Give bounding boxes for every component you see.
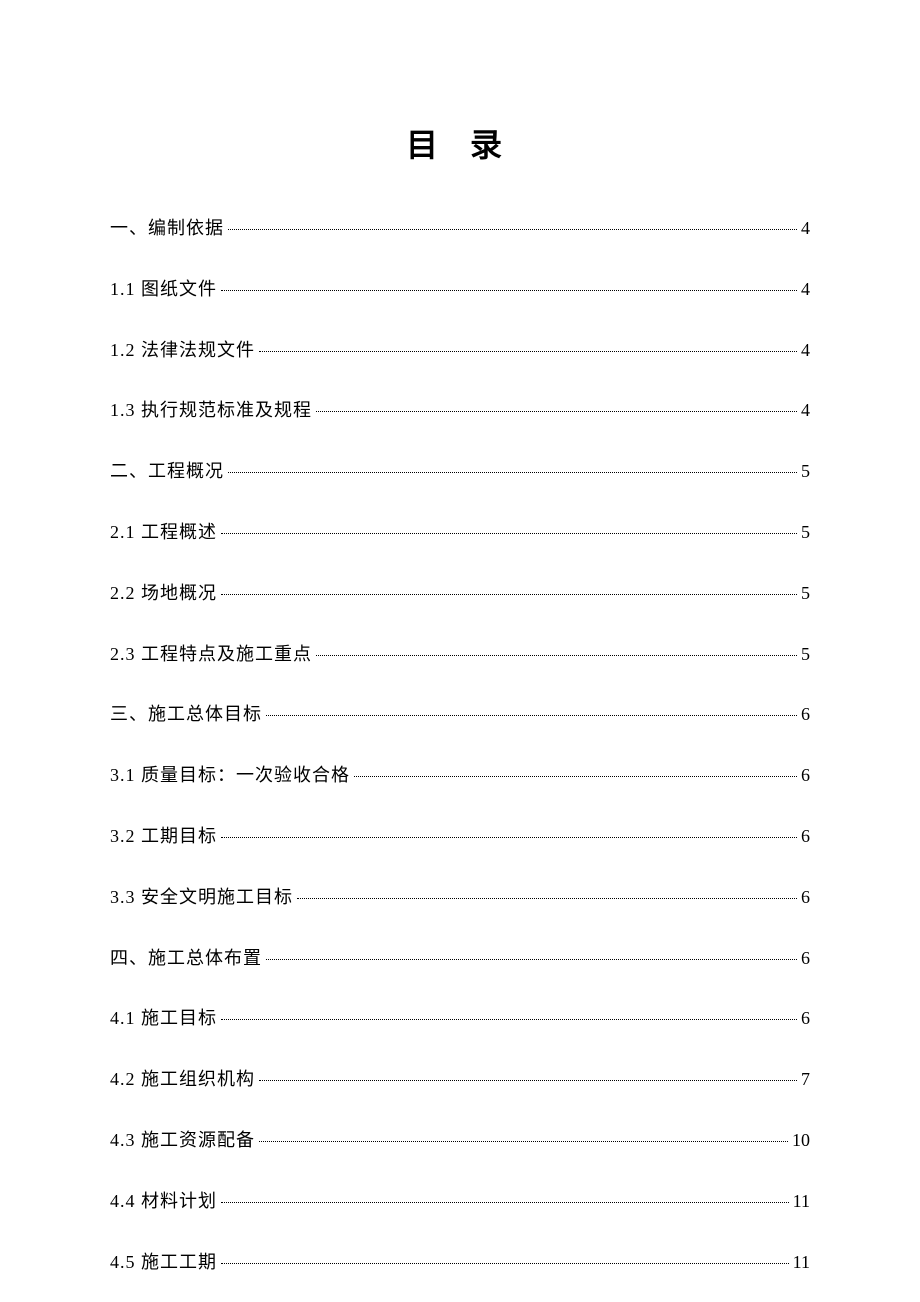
toc-item: 3.2 工期目标 6	[110, 822, 810, 851]
toc-item-page: 4	[801, 336, 810, 365]
toc-leader	[266, 715, 797, 716]
toc-list: 一、编制依据41.1 图纸文件41.2 法律法规文件41.3 执行规范标准及规程…	[110, 214, 810, 1276]
toc-leader	[259, 1080, 797, 1081]
toc-leader	[221, 1019, 797, 1020]
toc-item: 四、施工总体布置 6	[110, 944, 810, 973]
toc-item-label: 二、工程概况	[110, 457, 224, 486]
toc-item-label: 4.1 施工目标	[110, 1004, 217, 1033]
toc-item: 3.1 质量目标：一次验收合格 6	[110, 761, 810, 790]
toc-leader	[266, 959, 797, 960]
toc-leader	[221, 1263, 789, 1264]
toc-item-page: 11	[793, 1187, 810, 1216]
toc-item-page: 6	[801, 1004, 810, 1033]
toc-item-label: 2.3 工程特点及施工重点	[110, 640, 312, 669]
toc-item-page: 6	[801, 761, 810, 790]
toc-item: 2.2 场地概况 5	[110, 579, 810, 608]
toc-leader	[259, 1141, 788, 1142]
toc-item: 4.2 施工组织机构 7	[110, 1065, 810, 1094]
toc-item-label: 1.2 法律法规文件	[110, 336, 255, 365]
toc-item-label: 1.1 图纸文件	[110, 275, 217, 304]
toc-item-page: 5	[801, 457, 810, 486]
toc-item: 1.1 图纸文件 4	[110, 275, 810, 304]
toc-item: 一、编制依据 4	[110, 214, 810, 243]
toc-item: 4.1 施工目标 6	[110, 1004, 810, 1033]
toc-item-page: 5	[801, 579, 810, 608]
toc-item: 4.3 施工资源配备 10	[110, 1126, 810, 1155]
toc-leader	[316, 411, 797, 412]
toc-item: 4.5 施工工期 11	[110, 1248, 810, 1277]
toc-title: 目 录	[110, 120, 810, 166]
toc-item-page: 5	[801, 518, 810, 547]
toc-leader	[354, 776, 797, 777]
toc-item: 2.1 工程概述 5	[110, 518, 810, 547]
toc-item-page: 6	[801, 944, 810, 973]
toc-leader	[221, 290, 797, 291]
toc-item-label: 3.1 质量目标：一次验收合格	[110, 761, 350, 790]
toc-item-label: 3.2 工期目标	[110, 822, 217, 851]
toc-item-page: 6	[801, 883, 810, 912]
toc-item: 三、施工总体目标 6	[110, 700, 810, 729]
toc-item: 二、工程概况 5	[110, 457, 810, 486]
toc-leader	[228, 229, 797, 230]
toc-item-label: 4.4 材料计划	[110, 1187, 217, 1216]
toc-item-page: 5	[801, 640, 810, 669]
toc-item-page: 6	[801, 822, 810, 851]
toc-leader	[316, 655, 797, 656]
toc-item-label: 4.2 施工组织机构	[110, 1065, 255, 1094]
toc-item: 2.3 工程特点及施工重点 5	[110, 640, 810, 669]
toc-leader	[259, 351, 797, 352]
toc-item-label: 4.3 施工资源配备	[110, 1126, 255, 1155]
toc-item-label: 2.1 工程概述	[110, 518, 217, 547]
toc-leader	[221, 837, 797, 838]
toc-leader	[221, 1202, 789, 1203]
toc-leader	[228, 472, 797, 473]
toc-item-page: 4	[801, 275, 810, 304]
toc-leader	[297, 898, 797, 899]
toc-item: 3.3 安全文明施工目标 6	[110, 883, 810, 912]
toc-item-label: 一、编制依据	[110, 214, 224, 243]
toc-item-label: 1.3 执行规范标准及规程	[110, 396, 312, 425]
toc-item: 1.3 执行规范标准及规程 4	[110, 396, 810, 425]
toc-item-page: 11	[793, 1248, 810, 1277]
toc-item-label: 3.3 安全文明施工目标	[110, 883, 293, 912]
toc-item-label: 4.5 施工工期	[110, 1248, 217, 1277]
toc-item: 1.2 法律法规文件 4	[110, 336, 810, 365]
toc-leader	[221, 594, 797, 595]
toc-item-label: 四、施工总体布置	[110, 944, 262, 973]
toc-item-page: 10	[792, 1126, 810, 1155]
toc-item-label: 三、施工总体目标	[110, 700, 262, 729]
toc-item-page: 4	[801, 214, 810, 243]
toc-leader	[221, 533, 797, 534]
toc-item-page: 6	[801, 700, 810, 729]
toc-item: 4.4 材料计划 11	[110, 1187, 810, 1216]
toc-item-page: 7	[801, 1065, 810, 1094]
toc-item-label: 2.2 场地概况	[110, 579, 217, 608]
toc-item-page: 4	[801, 396, 810, 425]
